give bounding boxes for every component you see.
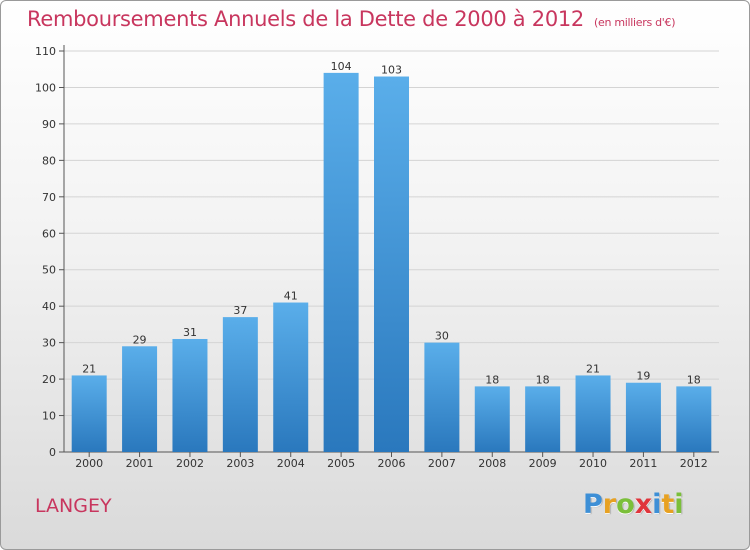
logo-letter: P — [583, 489, 603, 520]
bar-value-label: 18 — [687, 373, 701, 386]
bar-value-label: 30 — [435, 330, 449, 343]
chart-subtitle: (en milliers d'€) — [594, 16, 676, 29]
x-tick-label: 2011 — [629, 457, 657, 470]
bar — [122, 346, 158, 452]
logo-letter: t — [661, 489, 675, 520]
y-tick-label: 50 — [42, 264, 56, 277]
x-tick-label: 2005 — [327, 457, 355, 470]
bar-value-label: 41 — [284, 290, 298, 303]
x-tick-label: 2001 — [126, 457, 154, 470]
bars — [71, 72, 712, 452]
bar — [71, 375, 107, 452]
bar — [374, 76, 409, 452]
logo-letter: o — [616, 489, 635, 520]
logo-letter: i — [652, 489, 662, 520]
bar — [575, 375, 611, 452]
x-tick-label: 2007 — [428, 457, 456, 470]
y-tick-label: 20 — [42, 373, 56, 386]
y-tick-label: 30 — [42, 337, 56, 350]
labels: 0 10 20 30 40 50 60 70 80 90 100 110 21 2000 29 2001 31 2… — [35, 45, 708, 470]
bar — [172, 338, 208, 452]
logo-letter: r — [602, 489, 617, 520]
bar-value-label: 19 — [636, 370, 650, 383]
bar-value-label: 29 — [133, 333, 147, 346]
y-tick-label: 60 — [42, 227, 56, 240]
x-tick-label: 2003 — [226, 457, 254, 470]
bar — [222, 317, 258, 452]
y-tick-label: 70 — [42, 191, 56, 204]
x-tick-label: 2004 — [277, 457, 305, 470]
bar-value-label: 37 — [233, 304, 247, 317]
bar-value-label: 21 — [586, 362, 600, 375]
chart-title: Remboursements Annuels de la Dette de 20… — [27, 7, 675, 31]
bar — [676, 386, 712, 452]
bar — [424, 342, 460, 452]
bar — [525, 386, 561, 452]
y-tick-label: 80 — [42, 154, 56, 167]
y-tick-label: 100 — [35, 81, 56, 94]
bar-value-label: 18 — [536, 373, 550, 386]
x-tick-label: 2009 — [529, 457, 557, 470]
bar-value-label: 21 — [82, 362, 96, 375]
bar — [323, 72, 359, 452]
x-tick-label: 2006 — [378, 457, 406, 470]
bar-value-label: 103 — [381, 64, 402, 77]
y-tick-label: 10 — [42, 410, 56, 423]
bar — [625, 382, 661, 452]
x-tick-label: 2010 — [579, 457, 607, 470]
chart-title-text: Remboursements Annuels de la Dette de 20… — [27, 7, 584, 31]
x-tick-label: 2012 — [680, 457, 708, 470]
bar-value-label: 104 — [331, 60, 352, 73]
bar — [474, 386, 510, 452]
y-tick-label: 110 — [35, 45, 56, 58]
x-tick-label: 2002 — [176, 457, 204, 470]
y-tick-label: 40 — [42, 300, 56, 313]
y-tick-label: 90 — [42, 118, 56, 131]
commune-name: LANGEY — [35, 495, 112, 517]
y-tick-label: 0 — [49, 446, 56, 459]
x-tick-label: 2008 — [478, 457, 506, 470]
x-tick-label: 2000 — [75, 457, 103, 470]
bar-value-label: 31 — [183, 326, 197, 339]
bar — [273, 302, 309, 452]
bar-value-label: 18 — [485, 373, 499, 386]
logo-letter: i — [674, 489, 684, 520]
logo-letter: x — [634, 489, 653, 520]
